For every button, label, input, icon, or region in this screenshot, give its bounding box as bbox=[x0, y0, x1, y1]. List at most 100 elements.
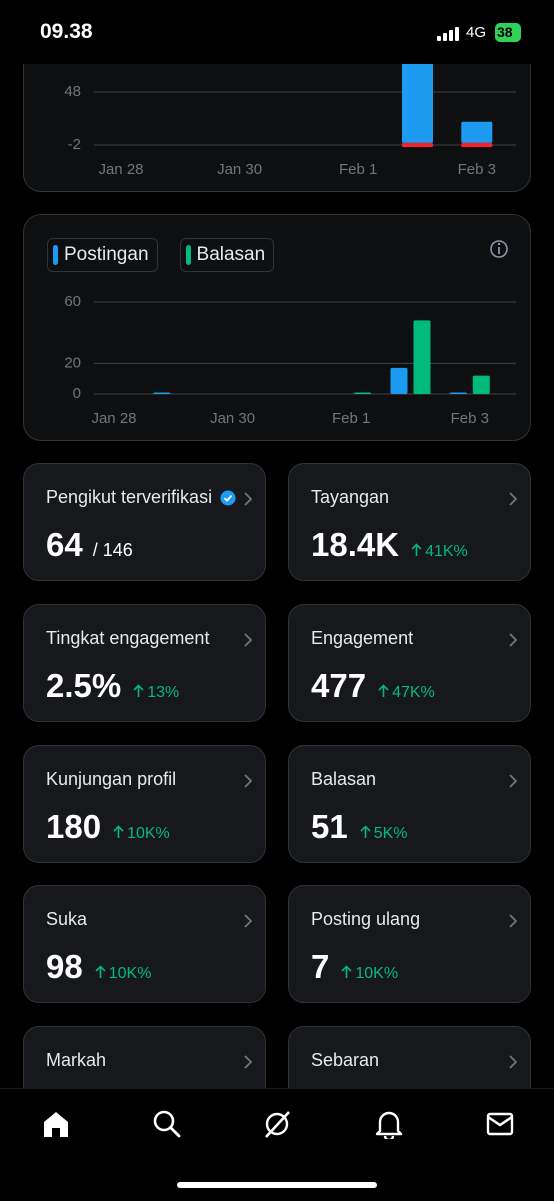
up-arrow bbox=[378, 684, 389, 697]
y-tick-label: 0 bbox=[73, 385, 81, 402]
bar bbox=[461, 142, 493, 148]
metric-card[interactable]: Pengikut terverifikasi 64 / 146 bbox=[23, 463, 266, 581]
metric-title: Pengikut terverifikasi bbox=[46, 487, 213, 507]
info-icon[interactable] bbox=[490, 240, 508, 258]
bar bbox=[402, 64, 433, 143]
up-arrow bbox=[411, 543, 422, 556]
metric-number: 98 bbox=[46, 948, 83, 985]
up-arrow bbox=[341, 965, 352, 978]
up-arrow bbox=[95, 965, 106, 978]
clock: 09.38 bbox=[40, 20, 93, 43]
metric-card[interactable]: Engagement 477 47K% bbox=[288, 604, 531, 722]
chart-card: 48 -2 Jan 28 Jan 30 Feb 1 Feb 3 bbox=[23, 64, 531, 192]
metric-change: 13% bbox=[133, 684, 179, 701]
chevron bbox=[509, 914, 518, 928]
metric-number: 2.5% bbox=[46, 667, 122, 704]
metric-card[interactable]: Markah bbox=[23, 1026, 266, 1088]
chevron bbox=[509, 1055, 518, 1069]
content: 48 -2 Jan 28 Jan 30 Feb 1 Feb 3 60 20 0 Jan 28 Ja… bbox=[0, 64, 554, 1088]
battery: 38 bbox=[495, 23, 521, 42]
home-indicator bbox=[177, 1182, 377, 1188]
metric-card[interactable]: Sebaran bbox=[288, 1026, 531, 1088]
metric-change: 5K% bbox=[360, 825, 408, 842]
chevron bbox=[509, 633, 518, 647]
metric-value: 51 5K% bbox=[311, 808, 408, 853]
metric-value: 180 10K% bbox=[46, 808, 170, 853]
home-tab[interactable] bbox=[41, 1109, 71, 1139]
metric-card[interactable]: Suka 98 10K% bbox=[23, 885, 266, 1003]
chevron bbox=[509, 492, 518, 506]
metric-title: Tayangan bbox=[311, 487, 390, 507]
chevron bbox=[244, 492, 253, 506]
metric-total: / 146 bbox=[92, 540, 133, 560]
verified-badge bbox=[220, 490, 236, 506]
metric-card[interactable]: Tingkat engagement 2.5% 13% bbox=[23, 604, 266, 722]
up-arrow bbox=[133, 684, 144, 697]
bar bbox=[402, 142, 433, 148]
legend-label: Balasan bbox=[196, 244, 266, 265]
metric-title: Engagement bbox=[311, 628, 414, 648]
change-text: 10K% bbox=[355, 965, 399, 982]
notifications-tab[interactable] bbox=[374, 1109, 404, 1139]
metric-number: 477 bbox=[311, 667, 367, 704]
metric-change: 41K% bbox=[411, 543, 468, 560]
x-tick-label: Feb 3 bbox=[458, 161, 496, 178]
metric-change: 47K% bbox=[378, 684, 435, 701]
network: 4G bbox=[466, 24, 487, 41]
metric-card[interactable]: Balasan 51 5K% bbox=[288, 745, 531, 863]
metric-number: 51 bbox=[311, 808, 348, 845]
x-tick-label: Jan 28 bbox=[91, 410, 136, 427]
chart: 60 20 0 Jan 28 Jan 30 Feb 1 Feb 3 bbox=[64, 240, 516, 427]
status-bar: 09.38 4G 38 bbox=[0, 0, 554, 64]
x-tick-label: Jan 28 bbox=[98, 161, 143, 178]
change-text: 5K% bbox=[373, 825, 408, 842]
metric-card[interactable]: Kunjungan profil 180 10K% bbox=[23, 745, 266, 863]
chevron bbox=[244, 914, 253, 928]
grok-tab[interactable] bbox=[262, 1109, 292, 1139]
chevron bbox=[509, 774, 518, 788]
legend-label: Postingan bbox=[64, 244, 149, 265]
bar bbox=[354, 392, 372, 394]
x-tick-label: Jan 30 bbox=[210, 410, 255, 427]
legend-item[interactable]: Balasan bbox=[179, 238, 275, 272]
y-tick-label: 60 bbox=[64, 293, 81, 310]
metric-change: 10K% bbox=[113, 825, 170, 842]
metric-title: Markah bbox=[46, 1050, 107, 1070]
search-tab[interactable] bbox=[152, 1109, 182, 1139]
metric-card[interactable]: Tayangan 18.4K 41K% bbox=[288, 463, 531, 581]
y-tick-label: 48 bbox=[64, 83, 81, 100]
chevron bbox=[244, 1055, 253, 1069]
change-text: 13% bbox=[147, 684, 180, 701]
metric-number: 18.4K bbox=[311, 526, 400, 563]
x-tick-label: Jan 30 bbox=[217, 161, 262, 178]
up-arrow bbox=[113, 825, 124, 838]
bar bbox=[390, 367, 408, 394]
metric-change: 10K% bbox=[341, 965, 398, 982]
legend-swatch bbox=[185, 245, 191, 265]
bar bbox=[461, 121, 493, 143]
metric-title: Tingkat engagement bbox=[46, 628, 210, 648]
metric-change: 10K% bbox=[95, 965, 152, 982]
y-tick-label: -2 bbox=[68, 136, 81, 153]
metric-value: 98 10K% bbox=[46, 948, 151, 993]
metric-number: 64 bbox=[46, 526, 83, 563]
messages-tab[interactable] bbox=[485, 1109, 515, 1139]
metric-card[interactable]: Posting ulang 7 10K% bbox=[288, 885, 531, 1003]
metric-title: Sebaran bbox=[311, 1050, 380, 1070]
x-tick-label: Feb 1 bbox=[339, 161, 377, 178]
up-arrow bbox=[360, 825, 371, 838]
x-tick-label: Feb 3 bbox=[451, 410, 489, 427]
x-tick-label: Feb 1 bbox=[332, 410, 370, 427]
metric-value: 18.4K 41K% bbox=[311, 526, 468, 571]
metric-number: 7 bbox=[311, 948, 330, 985]
signal-icon bbox=[437, 27, 459, 41]
change-text: 47K% bbox=[392, 684, 435, 701]
change-text: 41K% bbox=[425, 543, 468, 560]
bar bbox=[449, 392, 467, 394]
metric-title: Kunjungan profil bbox=[46, 769, 177, 789]
chevron bbox=[244, 633, 253, 647]
bar bbox=[472, 375, 490, 394]
change-text: 10K% bbox=[108, 965, 152, 982]
legend-item[interactable]: Postingan bbox=[47, 238, 158, 272]
